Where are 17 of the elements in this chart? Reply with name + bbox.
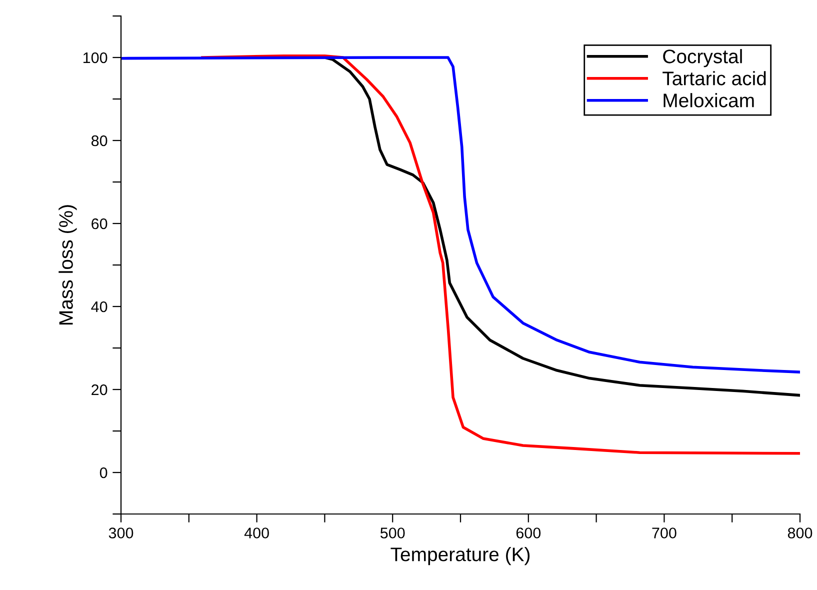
y-tick-label: 0 (100, 467, 108, 478)
y-tick-label: 20 (92, 384, 108, 396)
x-tick-label: 700 (652, 528, 676, 538)
x-tick-label: 500 (380, 528, 405, 538)
x-tick-label: 600 (516, 528, 541, 538)
y-tick-label: 60 (92, 218, 108, 230)
legend-label: Cocrystal (663, 49, 742, 68)
legend-label: Tartaric acid (662, 71, 766, 86)
x-tick-label: 300 (108, 528, 134, 538)
y-tick-label: 80 (91, 135, 108, 146)
y-axis-title: Mass loss (%) (58, 205, 77, 324)
y-tick-label: 40 (91, 301, 108, 312)
x-axis-title: Temperature (K) (390, 546, 530, 566)
x-tick-label: 800 (788, 528, 812, 538)
legend-label: Meloxicam (664, 93, 754, 108)
x-tick-label: 400 (244, 528, 269, 538)
y-tick-label: 100 (83, 52, 108, 64)
